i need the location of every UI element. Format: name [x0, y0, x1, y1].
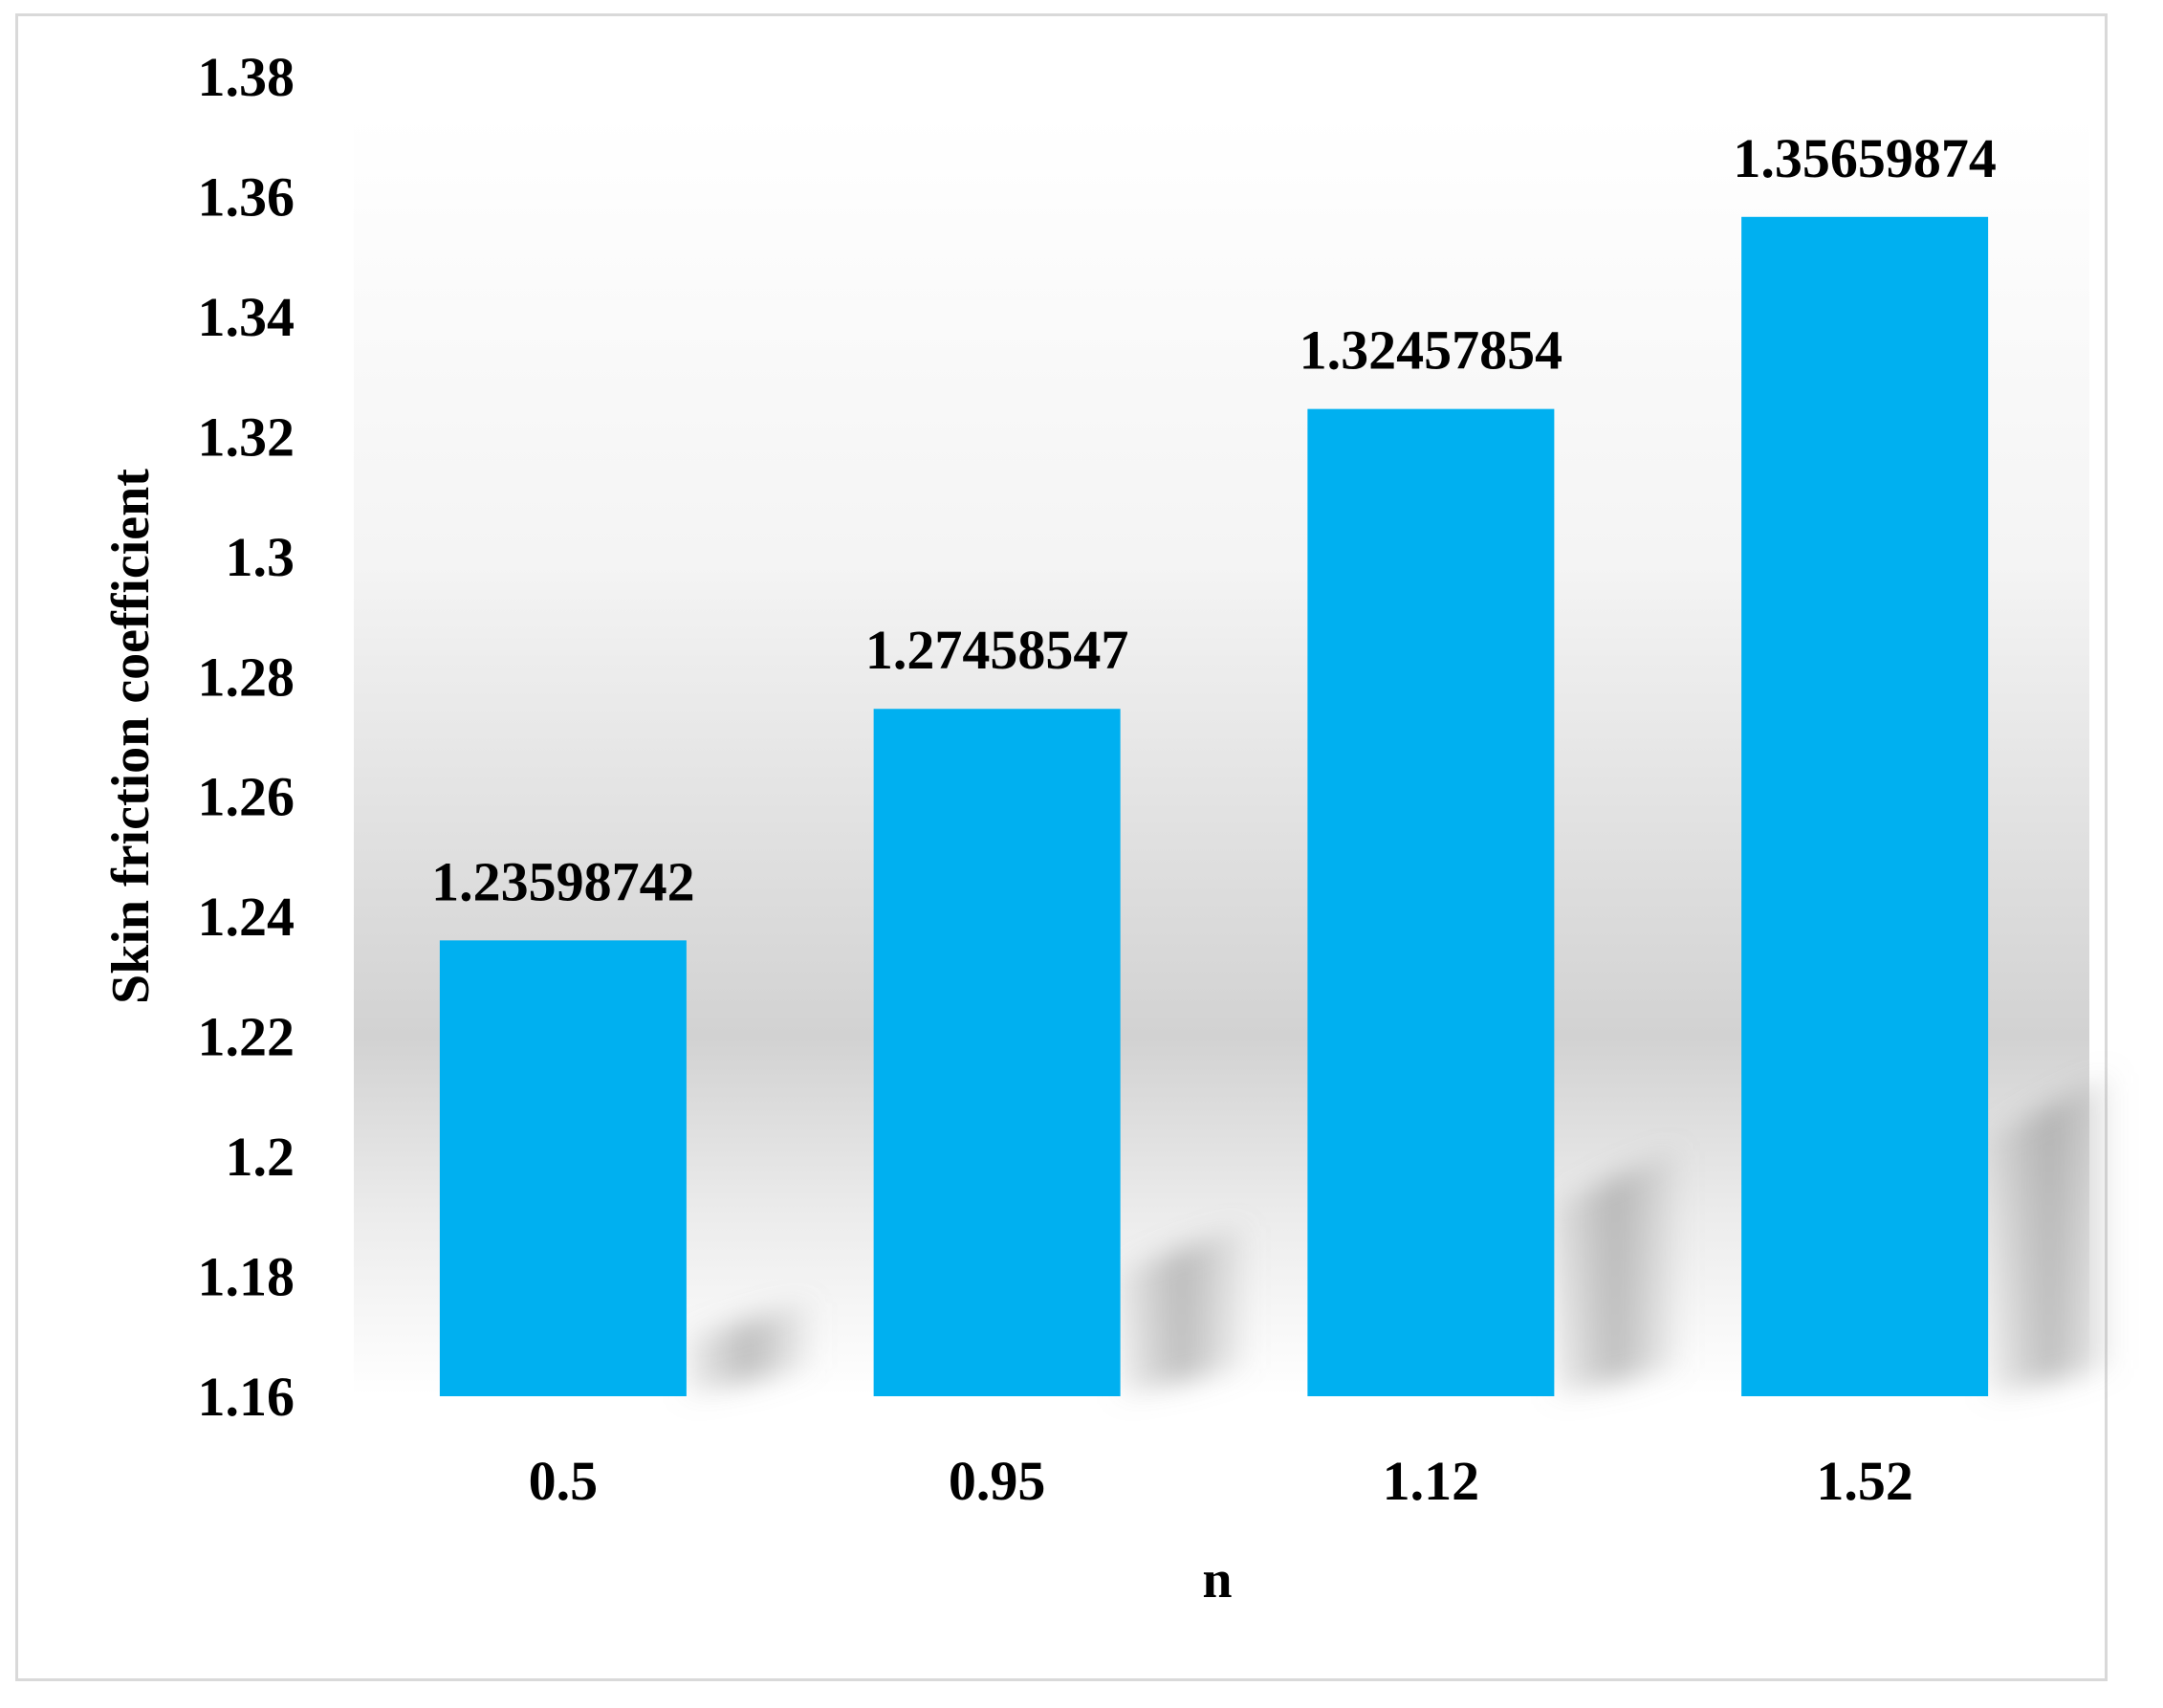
- y-tick-label: 1.24: [198, 886, 295, 948]
- bar-shadow: [1988, 1071, 2113, 1396]
- y-tick-label: 1.26: [198, 766, 295, 828]
- y-tick-label: 1.34: [198, 286, 295, 348]
- bar: [873, 709, 1121, 1396]
- data-label: 1.32457854: [1300, 319, 1563, 382]
- x-axis-title: n: [1202, 1550, 1232, 1609]
- bar: [1307, 408, 1555, 1397]
- x-tick-label: 1.12: [1383, 1450, 1480, 1512]
- y-tick-label: 1.18: [198, 1246, 295, 1308]
- bar-shadow: [1554, 1148, 1679, 1396]
- bar-shadow: [686, 1301, 811, 1396]
- data-label: 1.35659874: [1733, 127, 1997, 189]
- x-tick-label: 0.95: [949, 1450, 1046, 1512]
- data-labels: 1.23598742 1.27458547 1.32457854 1.35659874: [431, 127, 1997, 913]
- y-tick-label: 1.22: [198, 1006, 295, 1068]
- y-tick-label: 1.16: [198, 1366, 295, 1428]
- y-axis-title: Skin friction coefficient: [101, 469, 161, 1004]
- x-tick-label: 1.52: [1816, 1450, 1913, 1512]
- data-label: 1.23598742: [431, 850, 695, 912]
- y-tick-label: 1.36: [198, 165, 295, 228]
- y-tick-label: 1.32: [198, 405, 295, 468]
- x-axis-ticks: 0.5 0.95 1.12 1.52: [529, 1450, 1913, 1512]
- y-tick-label: 1.3: [226, 526, 295, 588]
- y-axis-ticks: 1.16 1.18 1.2 1.22 1.24 1.26 1.28 1.3 1.32 1.34 1.…: [198, 46, 295, 1428]
- bars: [439, 216, 1989, 1397]
- bar: [1741, 216, 1989, 1397]
- x-tick-label: 0.5: [529, 1450, 599, 1512]
- y-tick-label: 1.28: [198, 646, 295, 708]
- bar-shadow: [1120, 1224, 1245, 1396]
- bar: [439, 940, 687, 1396]
- bar-shadows: [686, 1071, 2113, 1396]
- y-tick-label: 1.2: [226, 1126, 295, 1188]
- y-tick-label: 1.38: [198, 46, 295, 108]
- data-label: 1.27458547: [865, 619, 1129, 681]
